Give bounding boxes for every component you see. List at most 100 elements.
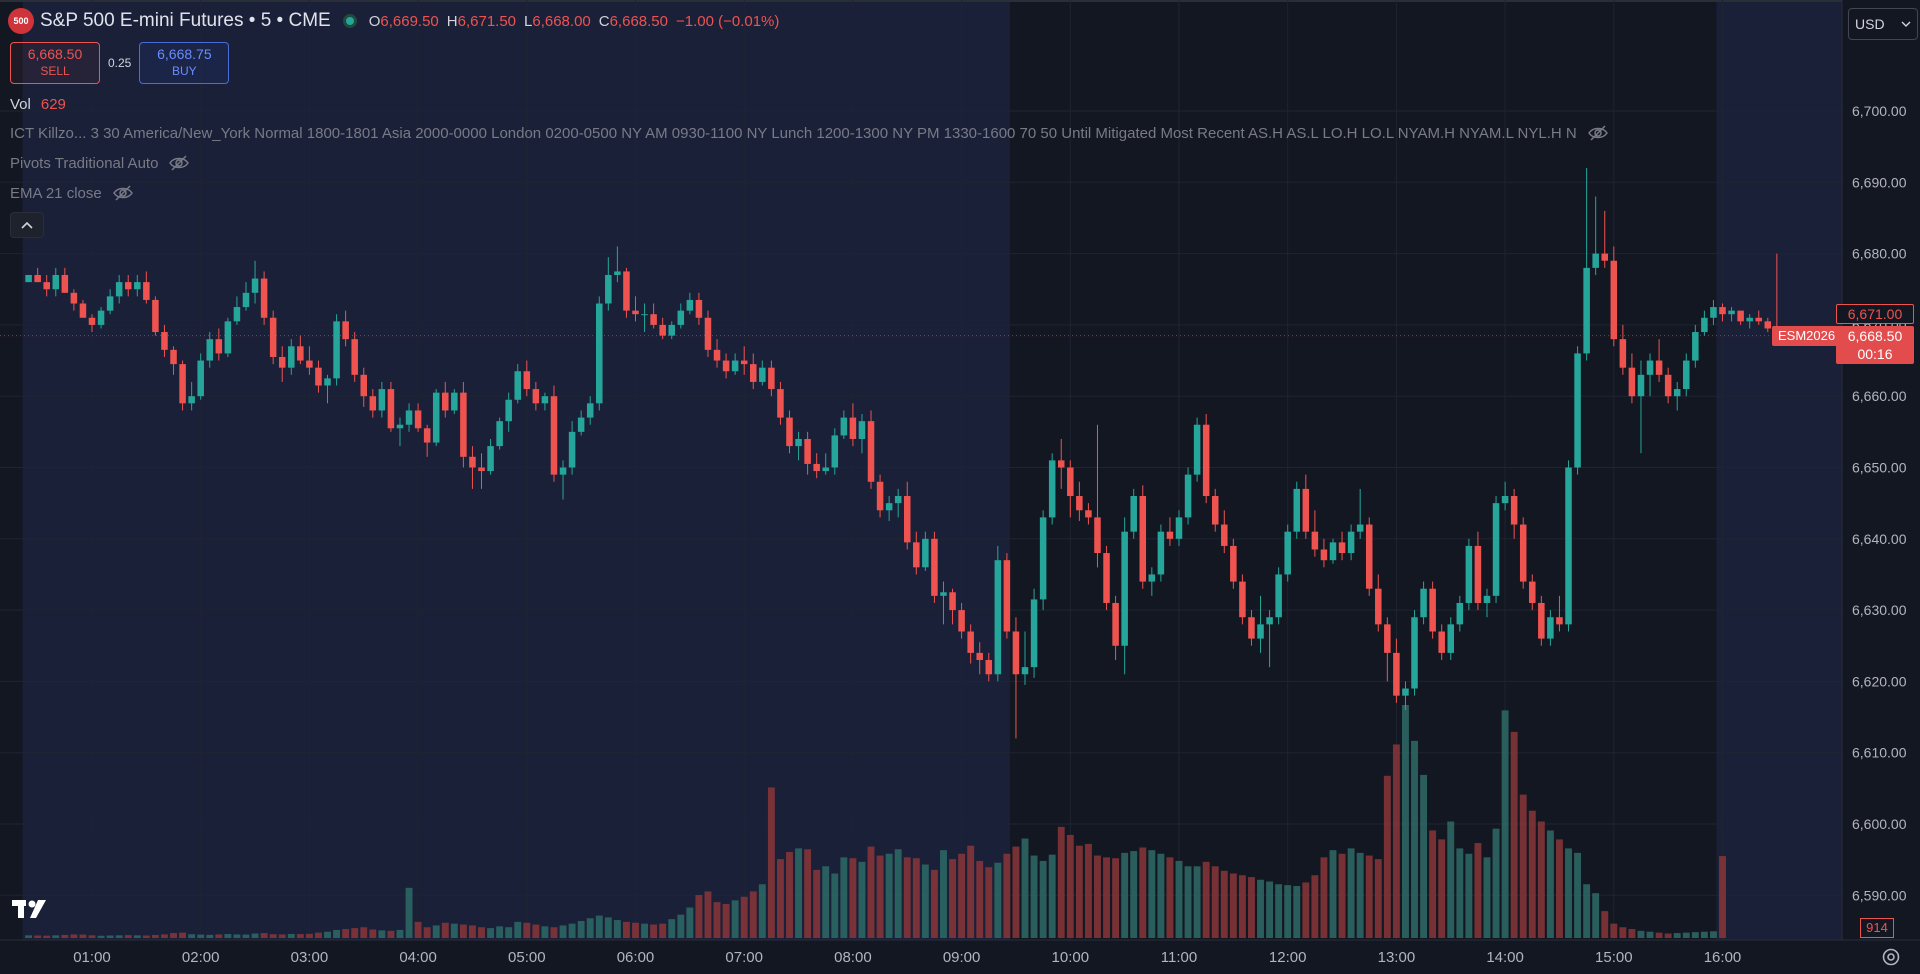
change-value: −1.00 (−0.01%)	[675, 12, 780, 30]
volume-bar	[161, 934, 168, 938]
volume-bar	[568, 923, 576, 938]
volume-bar	[894, 849, 902, 938]
volume-bar	[170, 933, 177, 938]
candle-body	[1673, 389, 1681, 397]
volume-bar	[1075, 845, 1083, 938]
volume-bar	[1565, 848, 1572, 938]
candle-body	[451, 392, 458, 411]
candle-body	[369, 396, 377, 411]
top-border	[0, 0, 1920, 2]
candle-body	[115, 282, 123, 297]
separator: •	[276, 10, 284, 31]
interval[interactable]: 5	[260, 10, 272, 31]
candle-body	[469, 456, 476, 468]
volume-bar	[541, 926, 549, 938]
candle-body	[1393, 652, 1400, 696]
collapse-legend-button[interactable]	[10, 212, 44, 238]
symbol-logo-icon[interactable]: 500	[8, 8, 34, 34]
volume-bar	[1293, 886, 1301, 938]
volume-bar	[1682, 932, 1690, 938]
candle-body	[1601, 253, 1609, 261]
volume-bar	[804, 849, 812, 938]
time-axis-label: 08:00	[834, 949, 872, 966]
volume-bar	[867, 846, 875, 938]
volume-bar	[133, 935, 141, 938]
candle-body	[206, 339, 214, 361]
volume-bar	[822, 866, 830, 938]
volume-bar	[1003, 853, 1011, 938]
volume-bar	[1184, 866, 1192, 938]
live-status-dot-icon[interactable]	[342, 14, 357, 28]
sell-button[interactable]: 6,668.50 SELL	[10, 42, 100, 84]
candle-body	[550, 396, 558, 475]
volume-bar	[351, 928, 359, 938]
trade-panel: 6,668.50 SELL 0.25 6,668.75 BUY	[10, 42, 230, 84]
pivots-indicator[interactable]: Pivots Traditional Auto	[10, 154, 190, 172]
candle-body	[903, 496, 911, 543]
candle-body	[1710, 307, 1717, 318]
candle-body	[1347, 531, 1355, 554]
volume-bar	[25, 935, 33, 938]
volume-bar	[1592, 893, 1600, 938]
symbol-name[interactable]: S&P 500 E-mini Futures	[40, 10, 244, 31]
candle-body	[1003, 560, 1011, 632]
candle-body	[143, 282, 150, 300]
volume-bar	[595, 915, 603, 938]
eye-crossed-icon[interactable]	[168, 154, 190, 172]
eye-crossed-icon[interactable]	[1587, 124, 1609, 142]
candle-body	[1746, 317, 1753, 322]
candle-body	[88, 317, 96, 325]
candle-body	[949, 592, 956, 611]
volume-bar	[1483, 857, 1491, 938]
candle-body	[1239, 581, 1246, 618]
volume-bar	[396, 929, 404, 938]
volume-indicator[interactable]: Vol 629	[10, 96, 66, 113]
volume-bar	[233, 934, 241, 938]
eye-crossed-icon[interactable]	[112, 184, 134, 202]
price-axis-label: 6,610.00	[1852, 745, 1907, 761]
candle-body	[722, 360, 730, 372]
session-background	[22, 0, 1012, 940]
candle-body	[288, 346, 295, 368]
currency-select[interactable]: USD	[1848, 8, 1918, 40]
candle-body	[97, 310, 105, 325]
exchange: CME	[288, 10, 331, 31]
buy-button[interactable]: 6,668.75 BUY	[139, 42, 230, 84]
volume-bar	[505, 927, 513, 938]
symbol-title[interactable]: S&P 500 E-mini Futures • 5 • CME	[40, 10, 331, 32]
volume-bar	[70, 934, 78, 938]
candle-body	[342, 321, 349, 340]
volume-bar	[106, 935, 114, 938]
candle-body	[668, 324, 675, 336]
volume-bar	[767, 787, 775, 938]
candle-body	[315, 367, 322, 386]
volume-axis-tag: 914	[1860, 918, 1894, 938]
candle-body	[1293, 488, 1301, 532]
chevron-up-icon	[21, 221, 33, 229]
price-axis-label: 6,700.00	[1852, 103, 1907, 119]
tradingview-logo-icon[interactable]	[12, 898, 52, 925]
ict-killzones-indicator[interactable]: ICT Killzo... 3 30 America/New_York Norm…	[10, 124, 1609, 142]
candle-body	[423, 428, 431, 443]
volume-bar	[1021, 838, 1029, 938]
candle-body	[695, 299, 703, 318]
candle-body	[940, 592, 947, 596]
candle-body	[1474, 545, 1482, 603]
candle-body	[1574, 353, 1581, 468]
session-background	[1716, 0, 1842, 940]
candle-body	[460, 392, 467, 457]
candle-body	[1755, 317, 1762, 322]
candle-body	[378, 389, 386, 411]
volume-bar	[876, 855, 884, 938]
ema-indicator[interactable]: EMA 21 close	[10, 184, 134, 202]
candle-body	[867, 421, 875, 482]
volume-bar	[1238, 875, 1246, 938]
high-label: H	[446, 12, 458, 30]
time-axis-label: 02:00	[182, 949, 220, 966]
price-axis-label: 6,660.00	[1852, 388, 1907, 404]
candle-body	[1094, 517, 1101, 554]
candle-body	[25, 274, 32, 283]
volume-bar	[369, 929, 377, 938]
chart-settings-gear-icon[interactable]	[1880, 946, 1902, 968]
